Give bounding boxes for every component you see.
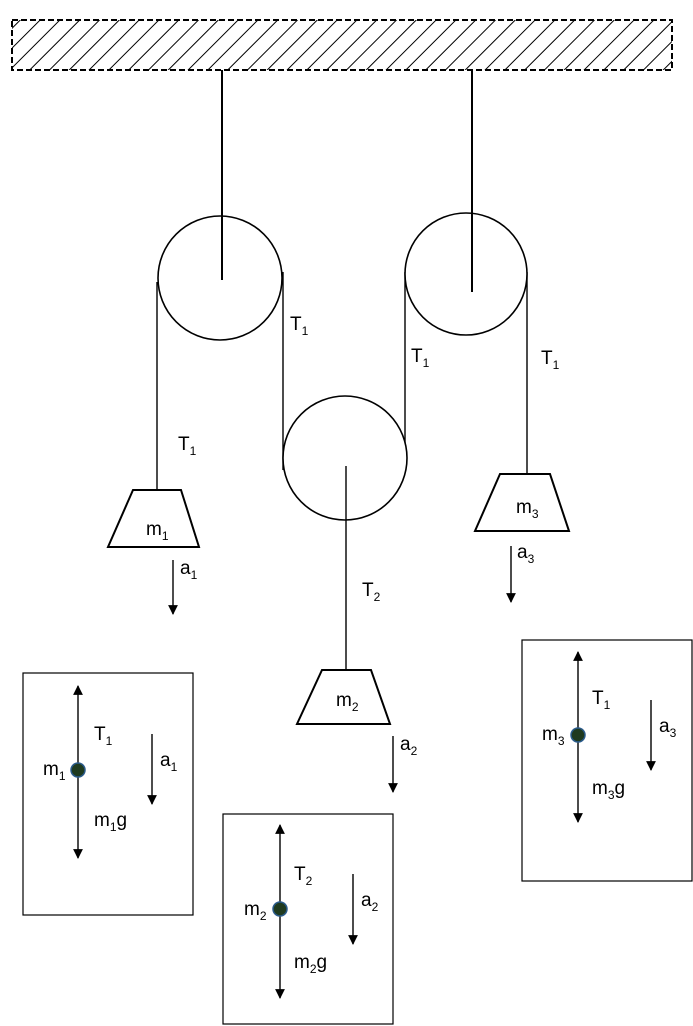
label-tension-left-rope: T1 [178,434,197,458]
movable-pulley [282,395,408,521]
free-body-diagram-m1: T1 m1 a1 m1g [22,672,194,916]
fbd-label-accel-m2: a2 [361,890,379,914]
label-tension-right-rope: T1 [541,348,560,372]
label-tension-inner-left: T1 [290,314,309,338]
fbd-label-accel-m1: a1 [160,750,178,774]
label-accel-m3: a3 [517,542,535,566]
fbd-label-tension-m2: T2 [294,864,313,888]
free-body-diagram-m2: T2 m2 a2 m2g [222,813,394,1025]
weight-m2 [295,669,392,725]
mass-dot-m3 [570,727,586,743]
fbd-label-mass-m2: m2 [244,899,267,923]
fixed-pulley-left [157,215,283,341]
label-weight-m2: m2 [336,690,359,714]
fbd-label-weight-m2: m2g [294,952,327,976]
fbd-label-weight-m3: m3g [592,778,625,802]
ceiling [11,19,673,71]
fbd-label-tension-m1: T1 [94,724,113,748]
fbd-label-mass-m3: m3 [542,724,565,748]
mass-dot-m2 [272,901,288,917]
label-tension-t2-rope: T2 [362,580,381,604]
fixed-pulley-right [404,212,528,336]
fbd-label-mass-m1: m1 [43,759,66,783]
fbd-label-tension-m3: T1 [592,688,611,712]
fbd-label-weight-m1: m1g [94,810,127,834]
label-accel-m1: a1 [180,558,198,582]
label-weight-m1: m1 [146,519,169,543]
weight-m3 [473,473,571,532]
label-weight-m3: m3 [516,497,539,521]
label-tension-inner-right: T1 [411,346,430,370]
free-body-diagram-m3: T1 m3 a3 m3g [521,639,693,882]
weight-m1 [106,489,201,548]
mass-dot-m1 [70,762,86,778]
label-accel-m2: a2 [400,734,418,758]
fbd-label-accel-m3: a3 [659,716,677,740]
